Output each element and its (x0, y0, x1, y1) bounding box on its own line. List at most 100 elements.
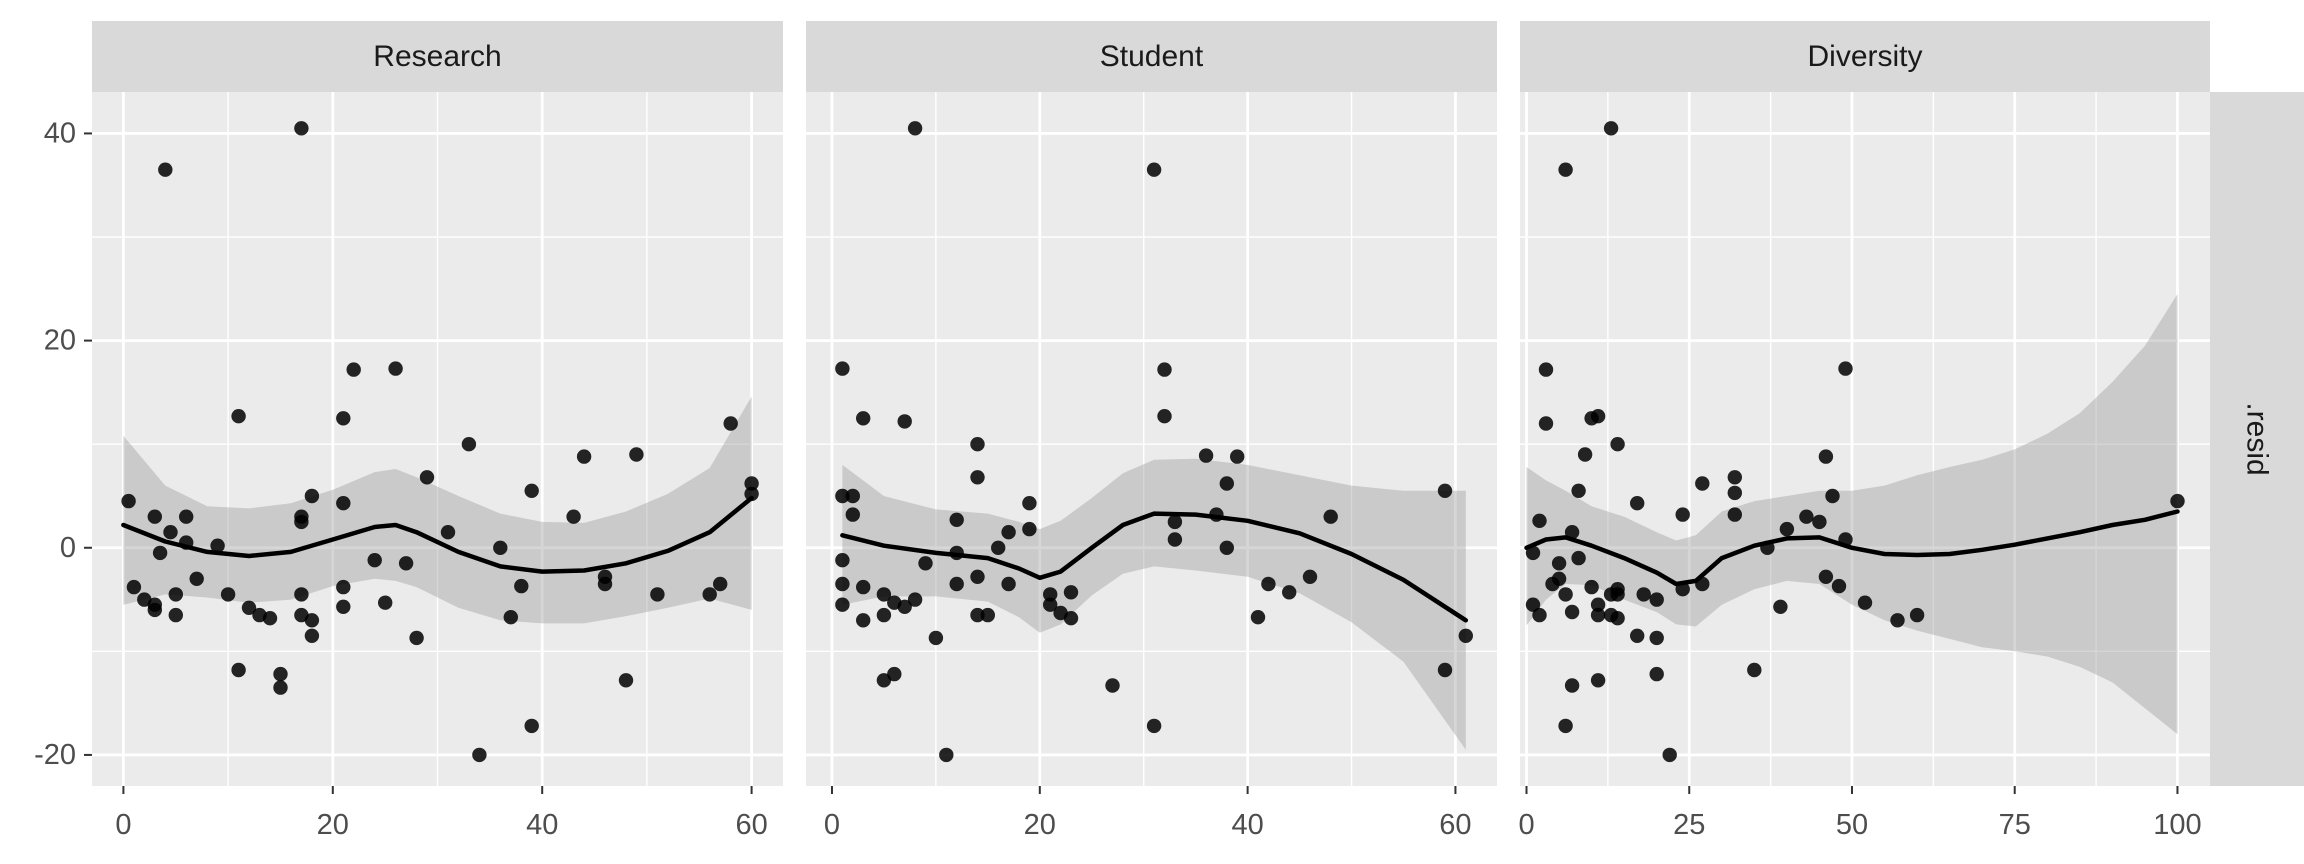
data-point (189, 571, 204, 586)
data-point (241, 600, 257, 615)
y-tick-label: 40 (44, 117, 76, 149)
smooth-line (1524, 509, 2180, 587)
data-point (1799, 509, 1814, 524)
data-point (1105, 678, 1120, 693)
data-point (1603, 121, 1619, 136)
data-point (1825, 488, 1840, 504)
data-point (1532, 607, 1547, 623)
panel-grid (806, 92, 1497, 786)
data-point (163, 525, 178, 540)
data-point (835, 553, 850, 568)
data-point (1146, 162, 1162, 177)
x-tick-label: 40 (1231, 809, 1263, 841)
data-point (158, 162, 173, 177)
data-point (1838, 361, 1853, 376)
data-point (1282, 585, 1297, 600)
data-point (1043, 587, 1058, 602)
data-point (231, 662, 246, 678)
data-point (440, 525, 456, 540)
data-point (168, 587, 183, 602)
data-point (294, 587, 309, 602)
data-point (210, 538, 225, 553)
data-point (336, 411, 351, 426)
data-point (419, 470, 435, 485)
data-point (304, 488, 320, 504)
facet-strip (806, 21, 1497, 92)
data-point (713, 576, 728, 592)
data-point (1063, 585, 1079, 600)
data-point (1230, 449, 1245, 464)
facet-panel-student: Student 0 20 40 60 (806, 21, 1497, 841)
data-point (1219, 540, 1235, 555)
data-point (367, 553, 382, 568)
data-point (179, 509, 194, 524)
x-tick-label: 0 (824, 809, 840, 841)
data-point (1584, 579, 1599, 595)
data-point (147, 602, 162, 618)
data-point (1250, 610, 1266, 625)
data-point (991, 540, 1006, 555)
data-point (566, 509, 581, 524)
data-point (1857, 595, 1873, 610)
x-tick-label: 20 (317, 809, 349, 841)
data-point (1437, 483, 1453, 498)
data-point (1779, 521, 1795, 537)
data-point (409, 630, 424, 646)
data-point (650, 587, 665, 602)
panel-background (1520, 92, 2210, 786)
data-point (744, 486, 759, 502)
data-point (514, 578, 529, 594)
data-point (597, 576, 613, 592)
data-point (121, 493, 136, 509)
data-point (294, 121, 309, 136)
data-point (1747, 662, 1762, 678)
y-axis-title: .resid (2241, 402, 2274, 475)
data-point (1630, 628, 1645, 643)
data-point (1167, 532, 1183, 547)
data-point (907, 121, 923, 136)
data-point (970, 607, 985, 623)
confidence-band (1526, 294, 2178, 735)
data-point (1146, 718, 1162, 734)
y-label-strip: .resid (2210, 92, 2304, 786)
data-point (336, 579, 351, 595)
panel-content (121, 121, 759, 763)
data-point (1323, 509, 1338, 524)
y-axis: -20 0 20 40 (34, 117, 92, 771)
data-point (1571, 550, 1586, 566)
data-point (336, 599, 351, 614)
data-point (1001, 576, 1016, 592)
data-point (1909, 607, 1925, 623)
data-point (493, 540, 508, 555)
panel-content (835, 121, 1474, 763)
data-point (1198, 448, 1214, 463)
data-point (1564, 525, 1580, 540)
data-point (939, 747, 954, 763)
data-point (1695, 476, 1710, 491)
x-tick-label: 60 (735, 809, 767, 841)
data-point (304, 613, 320, 628)
data-point (1219, 476, 1235, 491)
data-point (845, 507, 860, 522)
data-point (273, 666, 288, 682)
data-point (1001, 525, 1016, 540)
x-tick-label: 20 (1024, 809, 1056, 841)
smooth-line (121, 495, 754, 574)
data-point (897, 599, 912, 614)
data-point (1773, 599, 1788, 614)
x-tick-label: 100 (2153, 809, 2201, 841)
data-point (1675, 507, 1690, 522)
data-point (702, 587, 717, 602)
data-point (1890, 613, 1905, 628)
smooth-line (840, 511, 1469, 623)
data-point (2170, 493, 2185, 509)
data-point (876, 587, 892, 602)
facet-strip (1520, 21, 2210, 92)
data-point (1610, 437, 1625, 452)
data-point (1551, 571, 1567, 586)
data-point (1818, 569, 1834, 584)
data-point (1818, 449, 1834, 464)
data-point (1043, 597, 1058, 612)
data-point (1727, 485, 1743, 501)
